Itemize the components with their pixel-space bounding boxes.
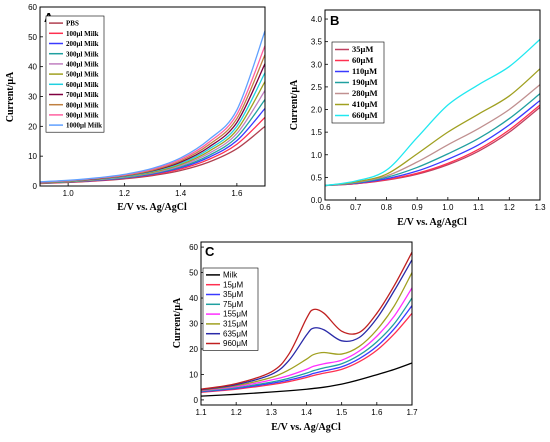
legend: PBS 100μl Milk 200μl Milk 300μl Milk 400μl M… — [45, 15, 105, 133]
y-tick-label: 0 — [194, 396, 199, 405]
y-tick-label: 40 — [28, 63, 37, 72]
series-line-c-6 — [201, 259, 412, 391]
x-tick-label: 0.9 — [412, 203, 424, 212]
panel-b: 0.6 0.7 0.8 0.9 1.0 1.1 1.2 1.3 0.0 0.5 1.0 1.5 2.0 2… — [289, 9, 546, 228]
legend-entry: 635μM — [223, 329, 248, 338]
x-tick-label: 0.6 — [319, 203, 331, 212]
panel-a: 1.0 1.2 1.4 1.6 0 10 20 30 40 50 60 E/V vs. Ag/AgCl… — [5, 3, 266, 213]
y-tick-label: 0.5 — [311, 173, 323, 182]
x-axis-label: E/V vs. Ag/AgCl — [271, 422, 341, 433]
y-tick-label: 1.0 — [311, 151, 323, 160]
y-tick-label: 60 — [28, 3, 37, 12]
x-tick-label: 1.5 — [336, 408, 348, 417]
series-line-c-3 — [201, 297, 412, 392]
x-tick-label: 1.2 — [119, 189, 131, 198]
y-tick-label: 50 — [189, 269, 198, 278]
series-line-c-1 — [201, 312, 412, 393]
x-tick-label: 1.2 — [231, 408, 243, 417]
y-axis-label: Current/μA — [5, 71, 16, 122]
y-tick-label: 3.0 — [311, 60, 323, 69]
legend-entry: 200μl Milk — [66, 40, 99, 48]
legend-entry: 315μM — [223, 320, 248, 329]
series-line-b-5 — [325, 68, 540, 187]
plot-frame — [324, 9, 541, 201]
panel-c: 1.1 1.2 1.3 1.4 1.5 1.6 1.7 0 10 20 30 40 50 60 E/V vs… — [172, 241, 418, 433]
y-tick-label: 30 — [28, 93, 37, 102]
y-tick-label: 4.0 — [311, 15, 323, 24]
y-axis-label: Current/μA — [172, 297, 183, 348]
y-tick-label: 0.0 — [311, 196, 323, 205]
panel-label: B — [330, 13, 339, 28]
legend-box — [202, 267, 259, 351]
x-tick-label: 1.3 — [266, 408, 278, 417]
legend-entry: 15μM — [223, 280, 244, 289]
legend-entry: 300μl Milk — [66, 50, 99, 58]
x-tick-label: 1.1 — [473, 203, 485, 212]
x-tick-label: 1.3 — [534, 203, 546, 212]
x-tick-label: 0.8 — [381, 203, 393, 212]
y-tick-label: 50 — [28, 33, 37, 42]
y-tick-label: 1.5 — [311, 128, 323, 137]
legend-entry: 500μl Milk — [66, 71, 99, 79]
y-tick-label: 40 — [189, 294, 198, 303]
y-tick-label: 20 — [28, 122, 37, 131]
legend-entry: 400μl Milk — [66, 61, 99, 69]
x-tick-label: 1.4 — [301, 408, 313, 417]
series-line-c-2 — [201, 305, 412, 393]
x-tick-label: 1.4 — [175, 189, 187, 198]
y-tick-label: 2.0 — [311, 106, 323, 115]
legend-entry: 1000μl Milk — [66, 122, 102, 130]
legend-entry: 700μl Milk — [66, 91, 99, 99]
x-tick-label: 1.0 — [63, 189, 75, 198]
legend-entry: 155μM — [223, 310, 248, 319]
legend-entry: 660μM — [352, 110, 378, 120]
series-line-c-5 — [201, 272, 412, 391]
x-axis-label: E/V vs. Ag/AgCl — [397, 217, 467, 228]
y-tick-label: 3.5 — [311, 38, 323, 47]
legend-entry: 900μl Milk — [66, 112, 99, 120]
series-line-c-0 — [201, 362, 412, 397]
y-tick-label: 10 — [189, 370, 198, 379]
legend-entry: 410μM — [352, 99, 378, 109]
x-tick-label: 1.1 — [195, 408, 207, 417]
series-line-b-6 — [325, 38, 540, 187]
legend-entry: 600μl Milk — [66, 81, 99, 89]
legend-entry: 960μM — [223, 339, 248, 348]
y-tick-label: 2.5 — [311, 83, 323, 92]
x-tick-label: 1.0 — [442, 203, 454, 212]
series-line-c-4 — [201, 287, 412, 392]
series-line-c-7 — [201, 251, 412, 390]
legend-entry: 75μM — [223, 300, 244, 309]
legend-entry: 110μM — [352, 66, 377, 76]
x-tick-label: 1.2 — [504, 203, 516, 212]
legend-entry: 280μM — [352, 88, 378, 98]
y-tick-label: 30 — [189, 320, 198, 329]
legend-entry: 190μM — [352, 77, 378, 87]
y-tick-label: 60 — [189, 243, 198, 252]
x-tick-label: 1.6 — [231, 189, 243, 198]
x-tick-label: 0.7 — [350, 203, 362, 212]
series-line-a-10 — [40, 30, 265, 183]
legend-entry: 35μM — [352, 44, 373, 54]
legend-entry: Milk — [223, 271, 238, 280]
y-tick-label: 0 — [33, 182, 38, 191]
x-tick-label: 1.6 — [371, 408, 383, 417]
legend-entry: 100μl Milk — [66, 30, 99, 38]
legend-entry: 800μl Milk — [66, 101, 99, 109]
y-axis-label: Current/μA — [289, 79, 300, 130]
legend-entry: PBS — [66, 20, 79, 28]
y-tick-label: 20 — [189, 345, 198, 354]
x-tick-label: 1.7 — [406, 408, 418, 417]
legend-entry: 35μM — [223, 290, 244, 299]
x-axis-label: E/V vs. Ag/AgCl — [117, 202, 187, 213]
panel-label: C — [205, 244, 215, 259]
legend-entry: 60μM — [352, 55, 373, 65]
y-tick-label: 10 — [28, 152, 37, 161]
